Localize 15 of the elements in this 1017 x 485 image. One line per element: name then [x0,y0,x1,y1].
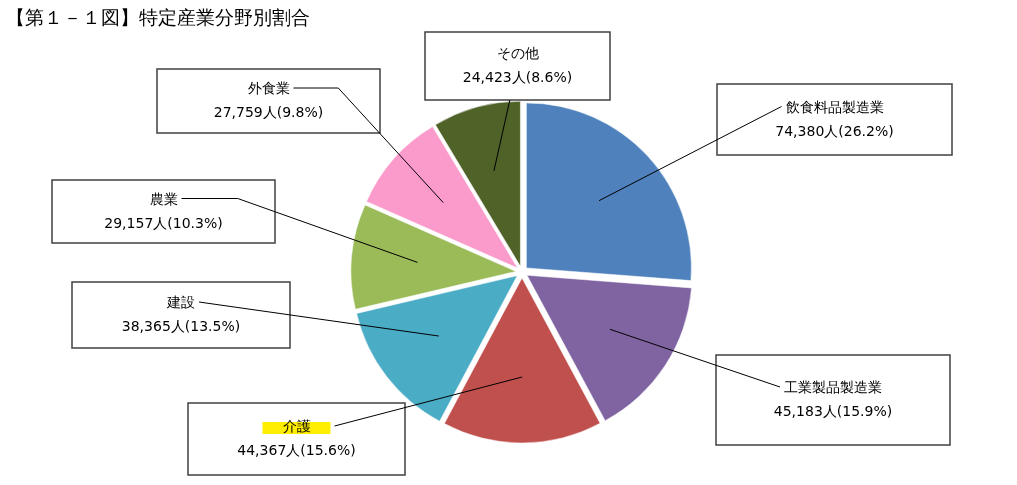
slice-label: 建設 [166,294,195,310]
slice-label: 農業 [149,190,178,207]
slice-label: 介護 [282,418,311,434]
slice-label: 外食業 [247,80,290,96]
chart-title: 【第１－１図】特定産業分野別割合 [6,6,310,28]
slice-label: 飲食料品製造業 [785,98,884,115]
data-label: 45,183人(15.9%) [773,403,893,419]
data-label: 44,367人(15.6%) [237,442,356,458]
data-label: 38,365人(13.5%) [121,318,241,334]
data-label: 29,157人(10.3%) [104,214,223,231]
data-label: 74,380人(26.2%) [775,122,894,139]
data-label: 27,759人(9.8%) [213,104,324,120]
slice-label: 工業製品製造業 [784,379,882,395]
slice-label: その他 [496,45,539,61]
data-label: 24,423人(8.6%) [462,69,573,85]
